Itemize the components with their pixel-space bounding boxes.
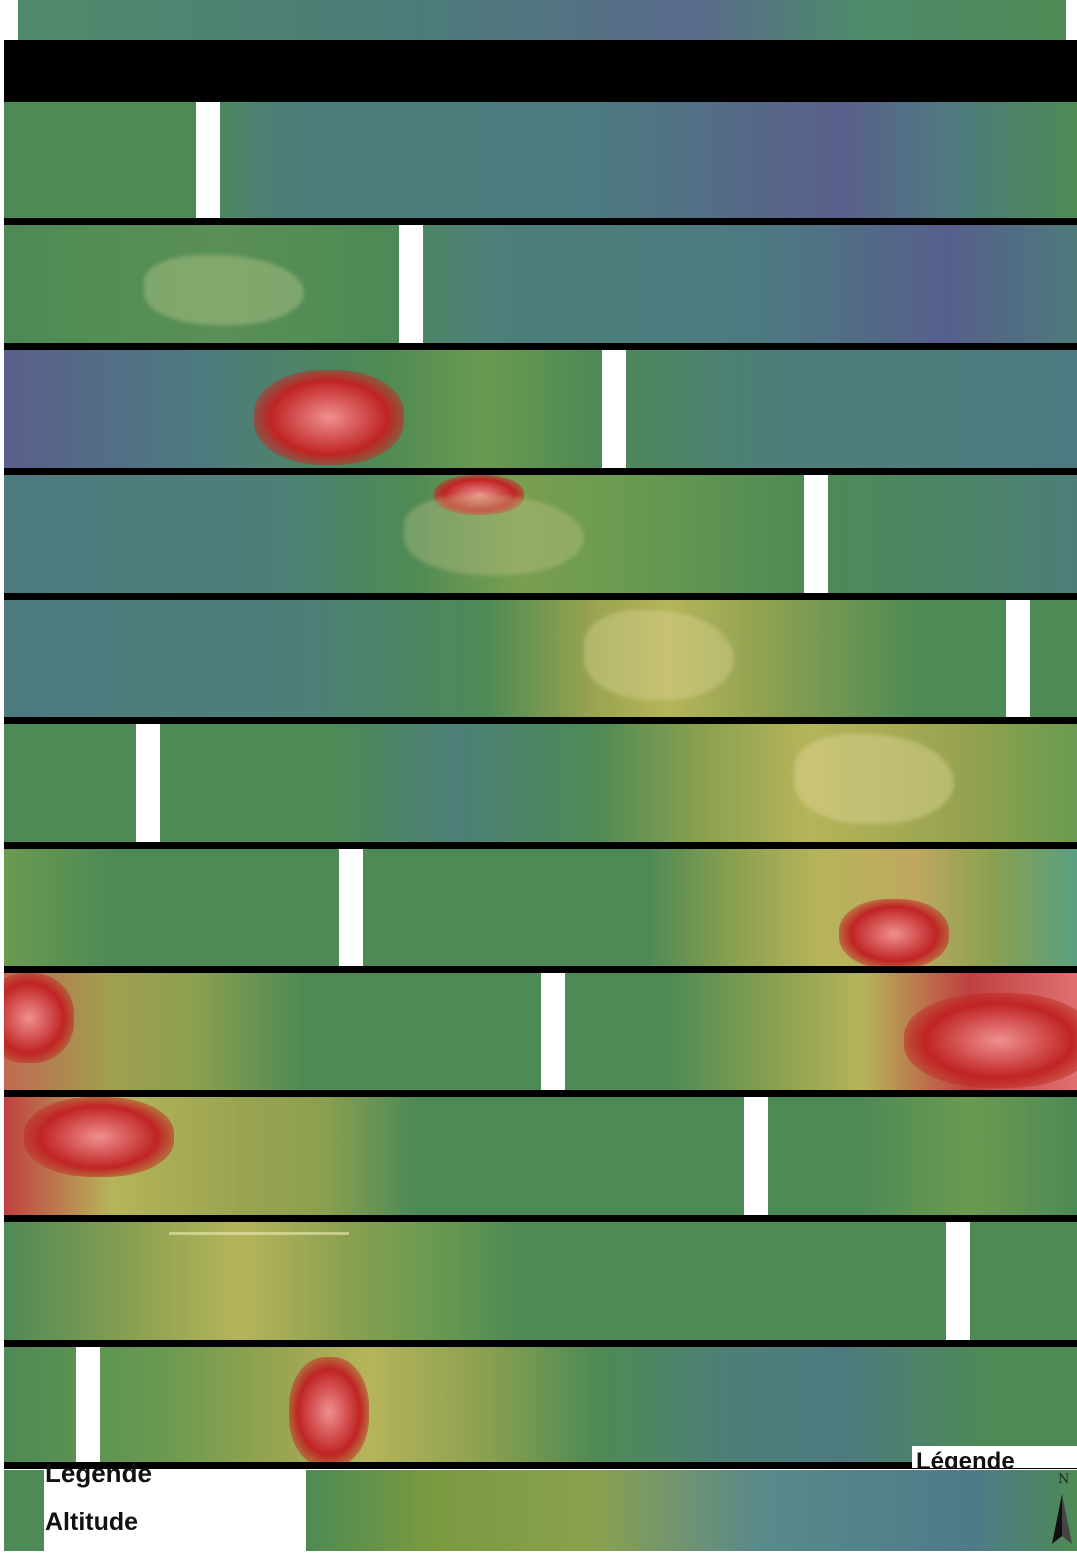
north-arrow: N [1048,1472,1077,1548]
map-left-edge [4,1470,44,1551]
legend-box [44,1470,306,1551]
map-strip [4,1347,1077,1465]
separator [4,1340,1077,1347]
gap-strip [339,849,363,966]
high-altitude-zone [839,899,949,966]
gap-strip [76,1347,100,1465]
map-strip [4,973,1077,1090]
gap-strip [804,475,828,593]
high-altitude-zone [904,993,1077,1088]
north-arrow-icon [1052,1494,1072,1544]
legend-subtitle: Altitude [45,1508,139,1536]
map-strip [4,849,1077,966]
map-bottom-strip [4,1470,1077,1551]
separator [4,1462,1077,1469]
separator [4,1090,1077,1097]
map-strip [4,1097,1077,1215]
black-bar [4,40,1077,102]
relief-feature [584,610,734,700]
map-strip [4,475,1077,593]
gap-strip [1006,600,1030,717]
separator [4,966,1077,973]
separator [4,218,1077,225]
relief-feature [794,734,954,824]
separator [4,717,1077,724]
separator [4,343,1077,350]
map-top-strip [18,0,1066,40]
high-altitude-zone [434,475,524,515]
map-strip [4,724,1077,842]
separator [4,468,1077,475]
map-strip [4,1222,1077,1340]
gap-strip [399,225,423,343]
gap-strip [541,973,565,1090]
high-altitude-zone [254,370,404,465]
map-strip [4,225,1077,343]
gap-strip [602,350,626,468]
ridge-line [169,1232,349,1235]
relief-feature [144,255,304,325]
relief-feature [404,495,584,575]
legend-right-box: Légende [912,1446,1077,1468]
separator [4,593,1077,600]
map-strip [4,600,1077,717]
separator [4,842,1077,849]
gap-strip [136,724,160,842]
map-strip [4,350,1077,468]
high-altitude-zone [4,973,74,1063]
high-altitude-zone [289,1357,369,1465]
gap-strip [946,1222,970,1340]
high-altitude-zone [24,1097,174,1177]
north-label: N [1058,1472,1070,1487]
separator [4,1215,1077,1222]
map-strip [4,102,1077,218]
gap-strip [196,102,220,218]
legend-title-alt: Légende [916,1448,1015,1468]
legend-title: Legende [45,1458,152,1488]
gap-strip [744,1097,768,1215]
